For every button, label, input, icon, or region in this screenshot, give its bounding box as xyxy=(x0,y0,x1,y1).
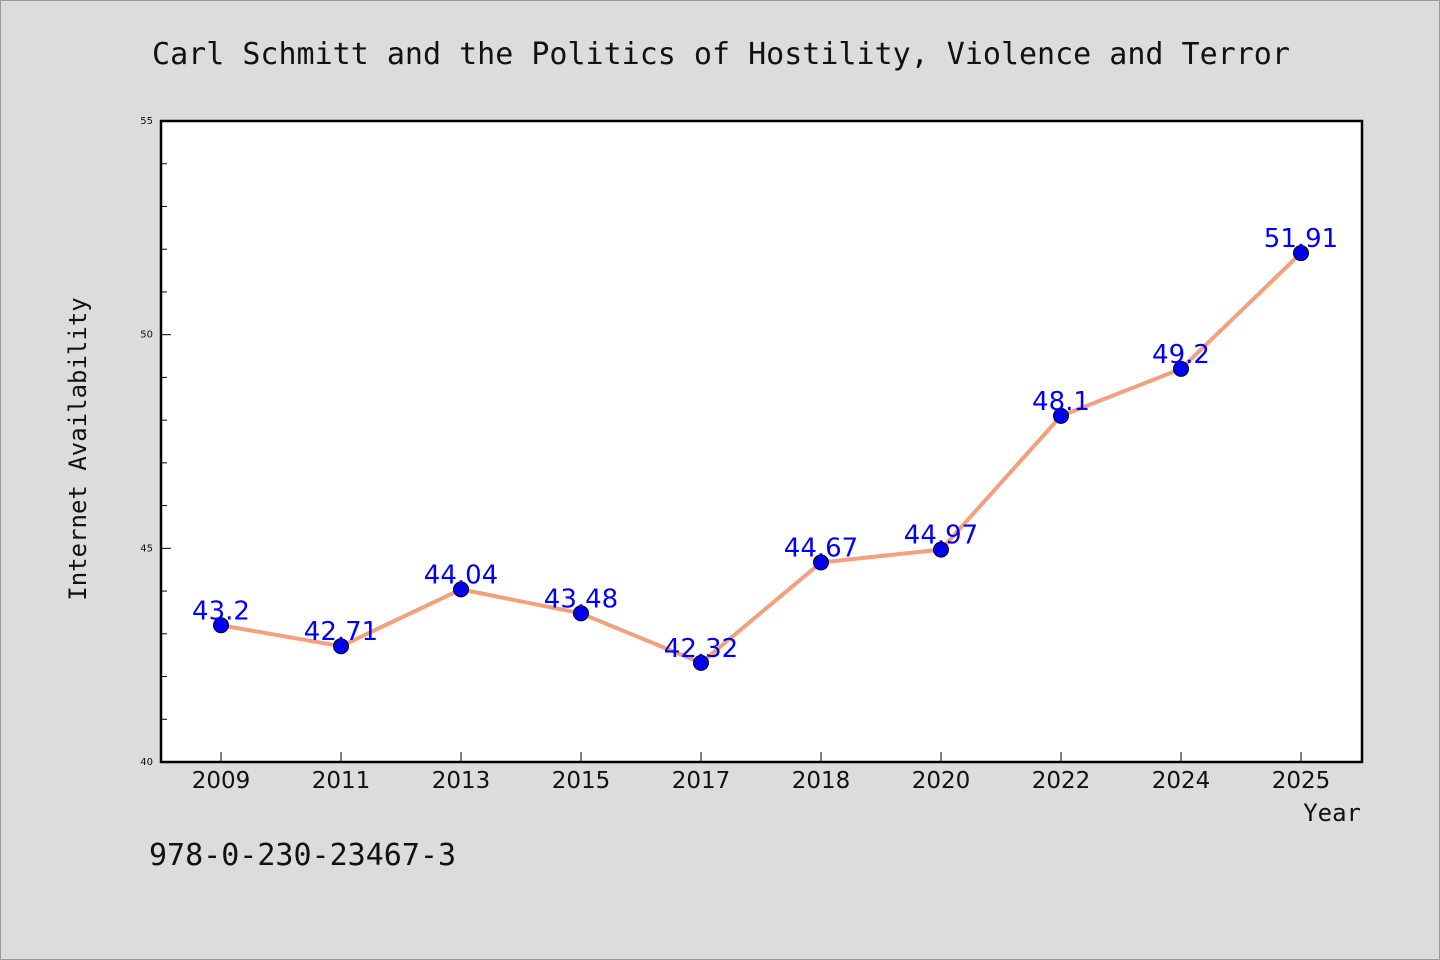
x-tick-label: 2017 xyxy=(672,768,731,794)
data-label: 42.32 xyxy=(664,634,738,664)
chart-title: Carl Schmitt and the Politics of Hostili… xyxy=(152,37,1290,72)
x-tick-label: 2011 xyxy=(312,768,371,794)
data-point xyxy=(1053,407,1069,424)
data-point xyxy=(573,605,589,622)
x-tick-label: 2020 xyxy=(912,768,971,794)
data-label: 48.1 xyxy=(1032,387,1090,417)
x-axis-label: Year xyxy=(1303,799,1361,827)
y-tick-label: 55 xyxy=(140,116,153,127)
data-point xyxy=(1173,360,1189,377)
x-tick-label: 2018 xyxy=(792,768,851,794)
y-tick-label: 50 xyxy=(140,330,153,341)
x-tick-label: 2022 xyxy=(1032,768,1091,794)
data-label: 42.71 xyxy=(304,617,378,647)
data-labels: 43.2 42.71 44.04 43.48 42.32 44.67 44.97 48.1 49… xyxy=(192,224,1338,664)
x-axis: 2009 2011 2013 2015 2017 2018 2020 2022 2024 2025 xyxy=(192,752,1331,794)
x-tick-label: 2024 xyxy=(1152,768,1211,794)
data-label: 43.48 xyxy=(544,584,618,614)
y-axis: 40 45 50 55 xyxy=(140,116,171,768)
data-point xyxy=(453,581,469,598)
y-tick-label: 45 xyxy=(140,543,153,554)
data-point xyxy=(1293,245,1309,262)
data-point xyxy=(693,654,709,671)
data-label: 44.67 xyxy=(784,533,858,563)
data-label: 49.2 xyxy=(1152,340,1210,370)
x-tick-label: 2009 xyxy=(192,768,251,794)
data-label: 44.97 xyxy=(904,521,978,551)
y-axis-label: Internet Availability xyxy=(64,297,92,600)
series-line xyxy=(219,251,1303,665)
isbn-text: 978-0-230-23467-3 xyxy=(149,838,456,873)
data-point xyxy=(933,541,949,558)
x-tick-label: 2013 xyxy=(432,768,491,794)
plot-area xyxy=(159,119,1364,764)
data-label: 43.2 xyxy=(192,596,250,626)
x-tick-label: 2025 xyxy=(1272,768,1331,794)
series-layer xyxy=(213,245,1309,671)
data-point xyxy=(333,638,349,655)
y-tick-label: 40 xyxy=(140,757,153,768)
data-point xyxy=(213,617,229,634)
data-label: 51.91 xyxy=(1264,224,1338,254)
x-tick-label: 2015 xyxy=(552,768,611,794)
data-point xyxy=(813,554,829,571)
data-label: 44.04 xyxy=(424,560,498,590)
